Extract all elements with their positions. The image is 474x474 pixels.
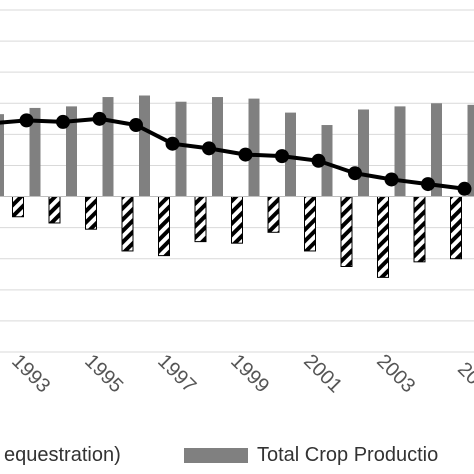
bar-sequestration: [377, 196, 389, 278]
bar-total-crop: [212, 97, 223, 197]
x-tick-label: 2003: [372, 350, 419, 397]
x-tick-label: 1997: [153, 350, 200, 397]
bar-sequestration: [267, 196, 280, 233]
legend-swatch-total-crop: [184, 448, 248, 463]
legend-label-total-crop: Total Crop Productio: [257, 444, 438, 466]
x-tick-label: 1993: [7, 350, 54, 397]
bar-total-crop: [29, 107, 41, 197]
bar-total-crop: [248, 98, 260, 197]
line-point: [457, 181, 472, 196]
line-series: [0, 111, 472, 196]
bar-sequestration: [12, 196, 24, 218]
bar-total-crop: [175, 101, 187, 197]
bar-total-crop: [139, 95, 150, 197]
legend-label-sequestration: equestration): [4, 444, 121, 466]
line-point: [238, 147, 253, 162]
bar-sequestration: [194, 196, 207, 243]
bar-total-crop: [285, 112, 296, 197]
bar-sequestration: [231, 196, 243, 244]
line-point: [275, 149, 289, 164]
bar-sequestration: [304, 196, 316, 252]
bar-sequestration: [121, 196, 134, 252]
line-point: [348, 166, 362, 181]
bar-sequestration: [450, 196, 462, 260]
bar-sequestration: [48, 196, 61, 224]
line-point: [202, 141, 216, 156]
bar-total-crop: [394, 106, 406, 197]
x-tick-labels: 1993 1995 1997 1999 2001 2003 20: [7, 350, 474, 397]
line-point: [129, 118, 143, 133]
line-point: [384, 172, 399, 187]
bar-sequestration: [413, 196, 426, 263]
x-tick-label: 20: [453, 358, 474, 389]
bar-sequestration: [340, 196, 353, 267]
x-tick-label: 2001: [299, 350, 346, 397]
line-point: [311, 153, 326, 168]
bar-total-crop: [358, 109, 369, 197]
x-tick-label: 1995: [80, 350, 127, 397]
line-point: [19, 113, 34, 128]
legend: equestration) Total Crop Productio: [4, 444, 438, 466]
bar-sequestration: [85, 196, 97, 230]
bar-total-crop: [66, 106, 77, 197]
line-point: [165, 136, 180, 151]
line-point: [56, 114, 70, 129]
x-tick-label: 1999: [226, 350, 273, 397]
line-point: [92, 111, 107, 126]
bar-total-crop: [467, 104, 474, 197]
bar-total-crop: [0, 114, 4, 197]
bar-total-crop: [102, 97, 114, 197]
bar-total-crop: [321, 125, 333, 197]
line-point: [421, 177, 435, 192]
bar-total-crop: [431, 103, 442, 197]
bar-group: [0, 95, 474, 278]
bar-sequestration: [158, 196, 170, 257]
